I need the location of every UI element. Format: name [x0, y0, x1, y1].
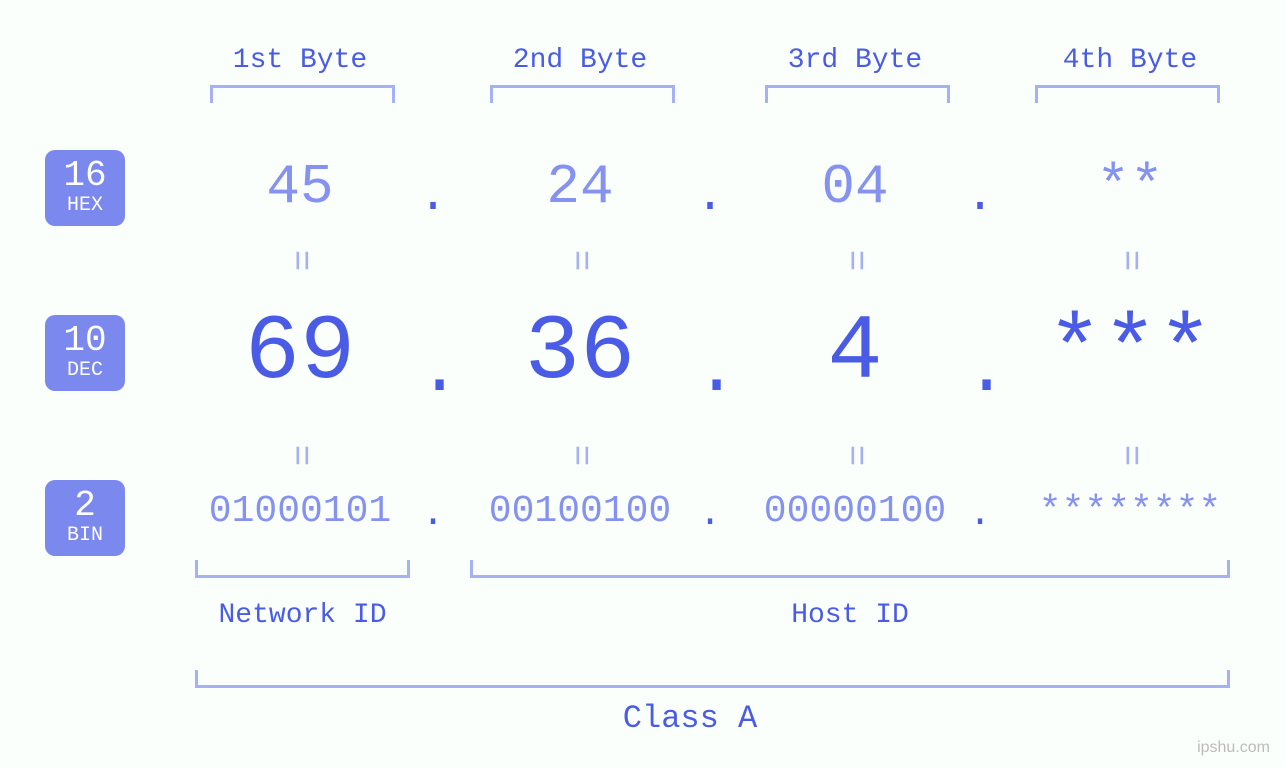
header-byte2: 2nd Byte — [470, 45, 690, 76]
dec-b3: 4 — [725, 300, 985, 405]
bin-b4: ******** — [1000, 490, 1260, 533]
dec-b4: *** — [1000, 300, 1260, 405]
dec-b1: 69 — [170, 300, 430, 405]
bracket-top-2 — [490, 85, 675, 103]
bin-b2: 00100100 — [450, 490, 710, 533]
badge-dec: 10 DEC — [45, 315, 125, 391]
badge-bin: 2 BIN — [45, 480, 125, 556]
eq-2-1: = — [280, 436, 321, 476]
hex-b1: 45 — [170, 155, 430, 219]
hex-b2: 24 — [450, 155, 710, 219]
dot-dec-3: . — [965, 330, 995, 412]
bracket-top-3 — [765, 85, 950, 103]
badge-bin-num: 2 — [45, 488, 125, 524]
label-network-id: Network ID — [195, 600, 410, 631]
bracket-top-1 — [210, 85, 395, 103]
dot-hex-3: . — [965, 170, 995, 224]
eq-2-2: = — [560, 436, 601, 476]
badge-hex-label: HEX — [45, 196, 125, 216]
header-byte3: 3rd Byte — [745, 45, 965, 76]
dot-hex-1: . — [418, 170, 448, 224]
hex-b4: ** — [1000, 155, 1260, 219]
badge-dec-label: DEC — [45, 361, 125, 381]
dot-bin-3: . — [965, 493, 995, 536]
eq-2-4: = — [1110, 436, 1151, 476]
watermark: ipshu.com — [1197, 739, 1270, 757]
dot-dec-1: . — [418, 330, 448, 412]
badge-bin-label: BIN — [45, 526, 125, 546]
bracket-top-4 — [1035, 85, 1220, 103]
badge-dec-num: 10 — [45, 323, 125, 359]
bin-b3: 00000100 — [725, 490, 985, 533]
dot-bin-2: . — [695, 493, 725, 536]
eq-1-3: = — [835, 241, 876, 281]
bracket-network — [195, 560, 410, 578]
dot-dec-2: . — [695, 330, 725, 412]
dot-hex-2: . — [695, 170, 725, 224]
header-byte1: 1st Byte — [190, 45, 410, 76]
eq-2-3: = — [835, 436, 876, 476]
eq-1-2: = — [560, 241, 601, 281]
eq-1-1: = — [280, 241, 321, 281]
bracket-host — [470, 560, 1230, 578]
label-host-id: Host ID — [470, 600, 1230, 631]
dec-b2: 36 — [450, 300, 710, 405]
label-class: Class A — [190, 700, 1190, 737]
bin-b1: 01000101 — [170, 490, 430, 533]
hex-b3: 04 — [725, 155, 985, 219]
bracket-class — [195, 670, 1230, 688]
eq-1-4: = — [1110, 241, 1151, 281]
badge-hex-num: 16 — [45, 158, 125, 194]
dot-bin-1: . — [418, 493, 448, 536]
header-byte4: 4th Byte — [1020, 45, 1240, 76]
badge-hex: 16 HEX — [45, 150, 125, 226]
